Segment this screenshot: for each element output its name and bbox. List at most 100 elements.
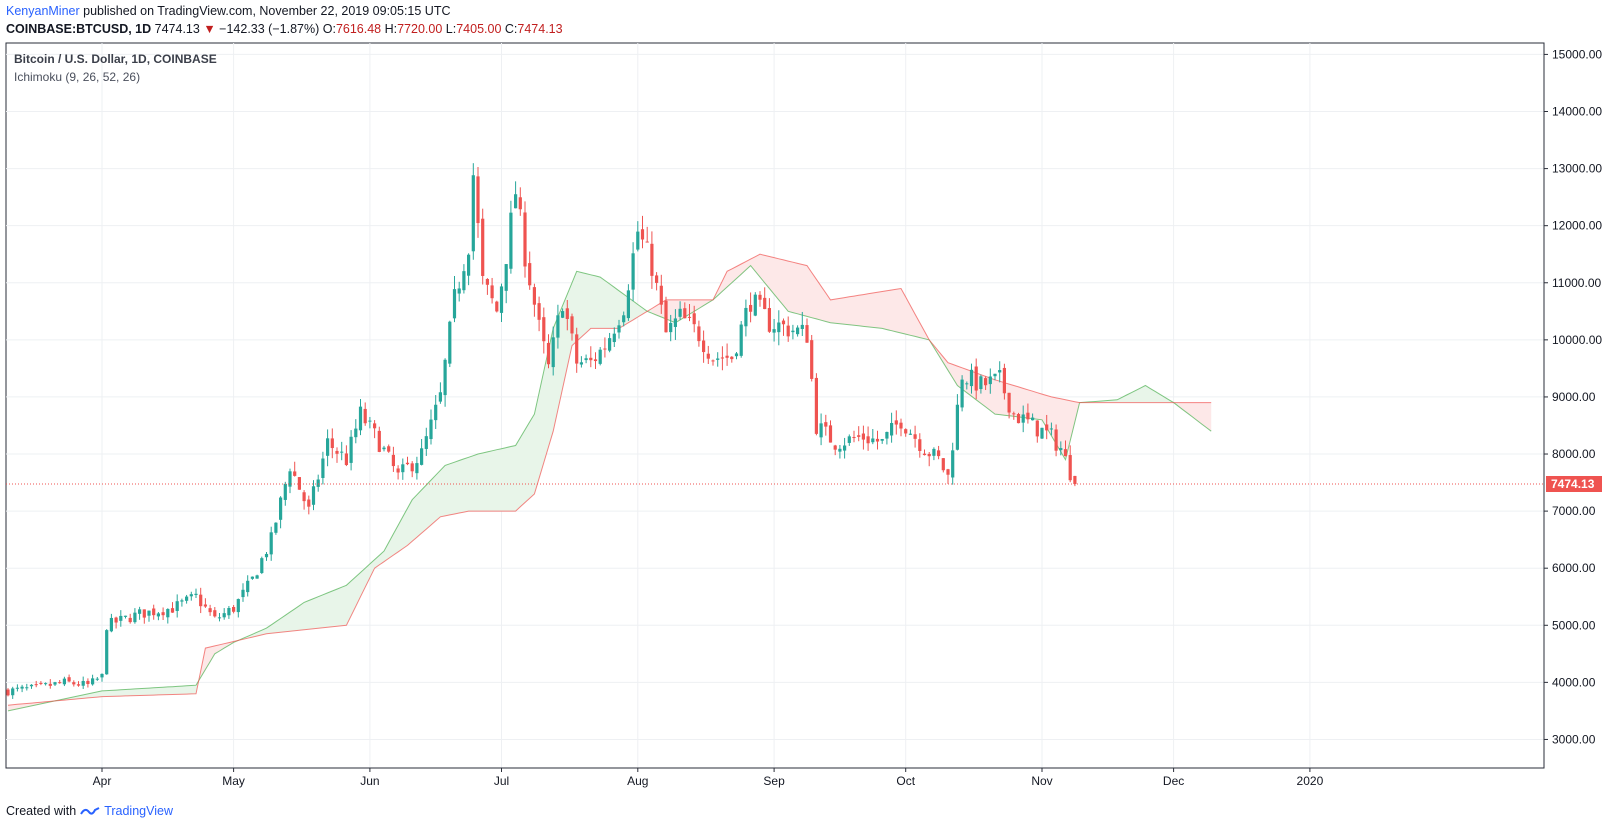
- candle-body: [86, 680, 90, 685]
- tradingview-logo-icon: [80, 807, 100, 815]
- candle-body: [528, 263, 532, 286]
- candle-body: [246, 580, 250, 593]
- y-tick-label: 5000.00: [1552, 618, 1596, 632]
- candle-body: [734, 353, 739, 357]
- candle-body: [462, 271, 466, 291]
- author-link[interactable]: KenyanMiner: [6, 4, 80, 18]
- open-value: 7616.48: [335, 22, 382, 36]
- indicator-legend[interactable]: Ichimoku (9, 26, 52, 26): [14, 70, 141, 84]
- candle-body: [593, 359, 598, 362]
- candle-body: [185, 596, 189, 601]
- candle-body: [598, 349, 602, 364]
- x-tick-label: Sep: [763, 774, 785, 788]
- y-tick-label: 8000.00: [1552, 447, 1596, 461]
- candle-body: [175, 601, 179, 611]
- candle-body: [631, 253, 635, 290]
- candle-body: [20, 686, 24, 689]
- candle-body: [429, 419, 433, 440]
- candle-body: [128, 617, 132, 623]
- candle-body: [678, 308, 682, 317]
- y-tick-label: 6000.00: [1552, 561, 1596, 575]
- y-tick-label: 9000.00: [1552, 390, 1596, 404]
- candle-body: [781, 320, 786, 325]
- candle-body: [415, 463, 419, 474]
- candle-body: [575, 334, 579, 364]
- low-value: 7405.00: [456, 22, 502, 36]
- y-tick-label: 14000.00: [1552, 105, 1602, 119]
- y-tick-label: 11000.00: [1552, 276, 1601, 290]
- candle-body: [763, 297, 767, 310]
- candle-body: [25, 687, 29, 689]
- candle-body: [382, 447, 386, 450]
- candle-body: [720, 357, 724, 359]
- candle-body: [170, 608, 175, 613]
- candle-body: [937, 450, 941, 457]
- candle-body: [39, 682, 43, 684]
- candle-body: [495, 301, 499, 312]
- candle-body: [91, 678, 95, 685]
- symbol: COINBASE:BTCUSD, 1D: [6, 22, 152, 36]
- candle-body: [706, 353, 710, 359]
- candle-body: [673, 318, 677, 327]
- grid: [6, 43, 1544, 768]
- candle-body: [467, 254, 471, 276]
- candle-body: [951, 450, 955, 478]
- candle-body: [579, 362, 583, 365]
- tradingview-link[interactable]: TradingView: [104, 804, 173, 818]
- candle-body: [1026, 412, 1030, 420]
- candle-body: [749, 304, 753, 312]
- candle-body: [861, 433, 865, 440]
- candle-body: [161, 612, 165, 616]
- last-price: 7474.13: [154, 22, 200, 36]
- candle-body: [1012, 413, 1016, 415]
- candle-body: [340, 451, 344, 453]
- candle-body: [269, 532, 273, 555]
- candle-body: [744, 307, 748, 327]
- candle-body: [62, 678, 66, 685]
- cloud-fill: [200, 640, 239, 678]
- candle-body: [984, 378, 988, 386]
- candle-body: [758, 294, 762, 300]
- candle-body: [1059, 448, 1063, 451]
- candle-body: [48, 683, 52, 686]
- candle-body: [208, 608, 212, 613]
- candle-body: [838, 448, 842, 452]
- candle-body: [391, 454, 395, 467]
- candle-body: [29, 684, 34, 687]
- candle-body: [669, 322, 673, 333]
- candle-body: [697, 326, 701, 342]
- candle-body: [105, 630, 109, 675]
- high-value: 7720.00: [397, 22, 443, 36]
- candle-body: [217, 617, 222, 619]
- candle-body: [222, 613, 226, 618]
- candle-body: [424, 436, 428, 449]
- candle-body: [448, 321, 452, 364]
- candle-body: [725, 355, 729, 358]
- series-legend[interactable]: Bitcoin / U.S. Dollar, 1D, COINBASE: [14, 52, 217, 66]
- candle-body: [321, 458, 325, 478]
- candle-body: [293, 471, 297, 476]
- candle-body: [711, 360, 715, 362]
- candle-body: [410, 463, 414, 472]
- candle-body: [739, 324, 743, 356]
- candle-body: [913, 434, 917, 439]
- ichimoku-cloud: [7, 253, 1212, 712]
- candle-body: [95, 678, 99, 680]
- candle-body: [843, 445, 847, 451]
- candle-body: [546, 342, 551, 365]
- candle-body: [373, 423, 377, 429]
- candle-body: [542, 317, 546, 342]
- x-tick-label: May: [222, 774, 245, 788]
- candle-body: [283, 483, 287, 500]
- candle-body: [250, 576, 254, 579]
- candle-body: [828, 425, 833, 443]
- candle-body: [307, 499, 311, 507]
- candle-body: [753, 294, 757, 316]
- candle-body: [866, 436, 870, 444]
- candle-body: [1031, 417, 1035, 421]
- candle-body: [871, 438, 875, 443]
- candle-body: [1021, 414, 1025, 423]
- y-tick-label: 7000.00: [1552, 504, 1596, 518]
- candle-body: [189, 594, 193, 597]
